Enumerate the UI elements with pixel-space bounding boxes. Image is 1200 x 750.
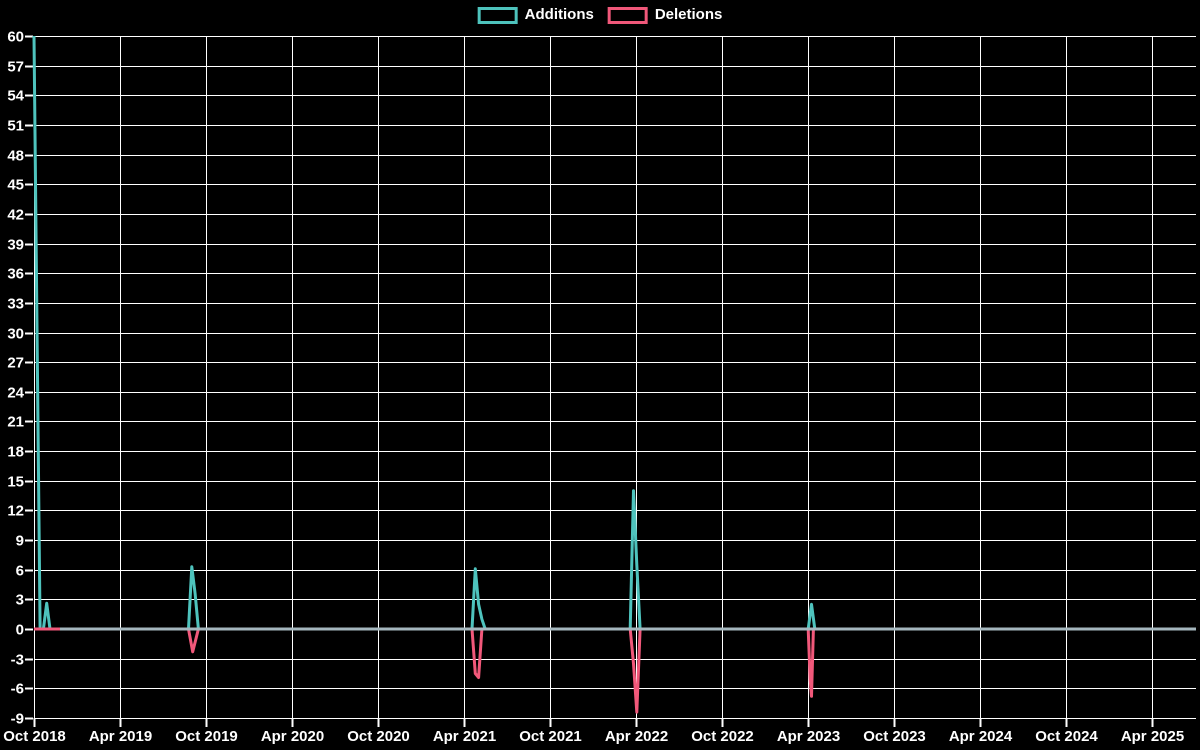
axis-labels: 60575451484542393633302724211815129630-3… (3, 29, 1184, 746)
svg-text:21: 21 (7, 414, 24, 431)
svg-text:54: 54 (7, 88, 24, 105)
svg-text:Oct 2022: Oct 2022 (691, 728, 754, 745)
svg-text:Apr 2023: Apr 2023 (777, 728, 840, 745)
svg-text:18: 18 (7, 444, 24, 461)
legend-item-deletions[interactable]: Deletions (607, 6, 723, 24)
svg-text:57: 57 (7, 59, 24, 76)
svg-text:Oct 2018: Oct 2018 (3, 728, 66, 745)
svg-text:Apr 2025: Apr 2025 (1121, 728, 1184, 745)
svg-text:Apr 2020: Apr 2020 (261, 728, 324, 745)
svg-text:Apr 2019: Apr 2019 (89, 728, 152, 745)
svg-text:51: 51 (7, 118, 24, 135)
axis-ticks (25, 35, 1154, 727)
svg-text:30: 30 (7, 326, 24, 343)
svg-text:15: 15 (7, 474, 24, 491)
svg-text:27: 27 (7, 355, 24, 372)
svg-text:12: 12 (7, 503, 24, 520)
svg-text:39: 39 (7, 237, 24, 254)
svg-text:33: 33 (7, 296, 24, 313)
svg-text:3: 3 (16, 592, 24, 609)
svg-text:Oct 2019: Oct 2019 (175, 728, 238, 745)
deletions-swatch-icon (607, 6, 648, 24)
svg-text:-6: -6 (11, 681, 24, 698)
svg-text:36: 36 (7, 266, 24, 283)
svg-text:24: 24 (7, 385, 24, 402)
chart-legend: Additions Deletions (477, 6, 723, 24)
svg-text:Oct 2023: Oct 2023 (863, 728, 926, 745)
svg-text:Apr 2024: Apr 2024 (949, 728, 1013, 745)
svg-text:6: 6 (16, 563, 24, 580)
svg-text:Apr 2022: Apr 2022 (605, 728, 668, 745)
svg-text:0: 0 (16, 622, 24, 639)
series-lines (32, 35, 1195, 714)
svg-text:48: 48 (7, 148, 24, 165)
svg-text:-3: -3 (11, 652, 24, 669)
svg-text:Oct 2020: Oct 2020 (347, 728, 410, 745)
svg-text:60: 60 (7, 29, 24, 46)
svg-text:42: 42 (7, 207, 24, 224)
additions-legend-label: Additions (524, 6, 594, 23)
gridlines (34, 36, 1196, 719)
svg-text:Oct 2024: Oct 2024 (1035, 728, 1098, 745)
additions-swatch-icon (477, 6, 518, 24)
legend-item-additions[interactable]: Additions (477, 6, 594, 24)
svg-text:45: 45 (7, 177, 24, 194)
deletions-legend-label: Deletions (654, 6, 723, 23)
svg-text:-9: -9 (11, 711, 24, 728)
svg-text:Apr 2021: Apr 2021 (433, 728, 496, 745)
svg-text:Oct 2021: Oct 2021 (519, 728, 582, 745)
deletions-line (34, 627, 1195, 714)
svg-text:9: 9 (16, 533, 24, 550)
